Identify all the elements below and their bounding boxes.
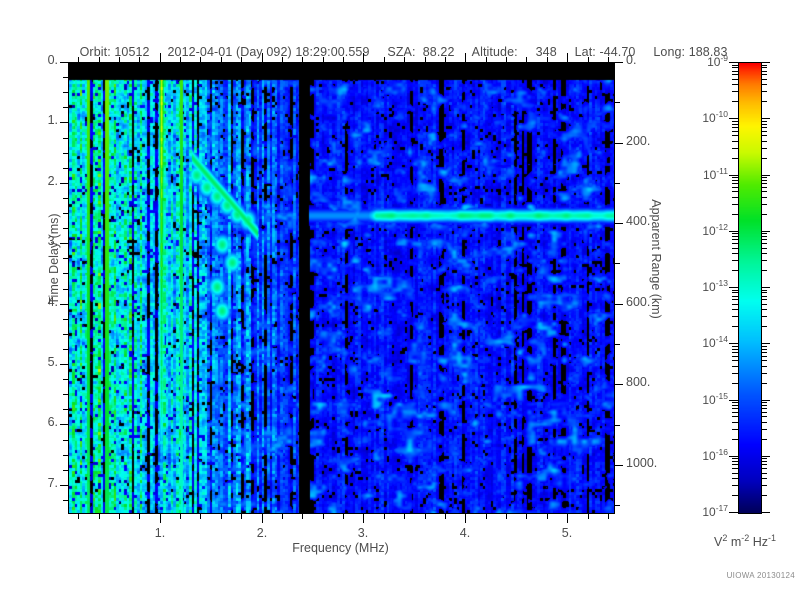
y-tick-major-left <box>60 122 68 123</box>
y-tick-major-right <box>615 304 623 305</box>
colorbar-tick-label: 10-16 <box>702 447 728 463</box>
x-tick-major <box>465 514 466 523</box>
colorbar-tick-label: 10-12 <box>702 222 728 238</box>
colorbar-tick-major <box>729 287 738 288</box>
x-tick-minor <box>139 514 140 519</box>
y-tick-major-left <box>60 243 68 244</box>
colorbar-tick-major <box>729 62 738 63</box>
colorbar-tick-major <box>761 231 770 232</box>
x-tick-minor <box>445 514 446 519</box>
x-tick-minor <box>200 514 201 519</box>
colorbar-tick-major <box>761 456 770 457</box>
colorbar-tick-label: 10-14 <box>702 334 728 350</box>
y-tick-major-left <box>60 62 68 63</box>
x-tick-minor <box>343 514 344 519</box>
x-tick-minor <box>384 514 385 519</box>
y-tick-label-right: 800. <box>626 375 651 389</box>
colorbar-tick-major <box>729 400 738 401</box>
colorbar-tick-major <box>761 175 770 176</box>
colorbar-tick-major <box>761 512 770 513</box>
plot-header: Orbit: 10512 2012-04-01 (Day 092) 18:29:… <box>0 31 800 59</box>
x-tick-minor <box>588 514 589 519</box>
y-tick-minor-right <box>615 263 620 264</box>
colorbar-tick-major <box>761 118 770 119</box>
x-tick-minor <box>221 514 222 519</box>
x-tick-major <box>567 514 568 523</box>
x-tick-label: 2. <box>256 526 268 540</box>
x-axis-title: Frequency (MHz) <box>292 541 389 555</box>
colorbar-tick-major <box>761 400 770 401</box>
y-tick-label-right: 200. <box>626 134 651 148</box>
x-tick-label: 3. <box>357 526 369 540</box>
y-tick-major-right <box>615 143 623 144</box>
y-tick-minor-right <box>615 505 620 506</box>
y-tick-major-left <box>60 485 68 486</box>
y-tick-major-left <box>60 364 68 365</box>
x-tick-minor <box>180 514 181 519</box>
x-tick-major <box>262 514 263 523</box>
x-tick-label: 4. <box>459 526 471 540</box>
colorbar <box>738 62 762 514</box>
colorbar-tick-major <box>729 343 738 344</box>
colorbar-tick-major <box>729 231 738 232</box>
y-axis-title-right: Apparent Range (km) <box>649 199 663 319</box>
colorbar-tick-major <box>729 512 738 513</box>
x-tick-minor <box>78 514 79 519</box>
colorbar-tick-major <box>729 175 738 176</box>
colorbar-tick-major <box>761 62 770 63</box>
colorbar-tick-major <box>761 343 770 344</box>
colorbar-tick-major <box>729 118 738 119</box>
x-tick-minor <box>404 514 405 519</box>
y-tick-minor-right <box>615 183 620 184</box>
y-axis-title-left: Time Delay (ms) <box>47 213 61 305</box>
x-tick-minor <box>608 514 609 519</box>
x-tick-minor <box>241 514 242 519</box>
y-tick-major-right <box>615 384 623 385</box>
colorbar-tick-label: 10-11 <box>702 166 728 182</box>
y-tick-label-left: 1. <box>47 113 58 127</box>
colorbar-gradient <box>739 63 761 513</box>
x-tick-minor <box>547 514 548 519</box>
y-tick-label-left: 7. <box>47 476 58 490</box>
colorbar-tick-label: 10-17 <box>702 503 728 519</box>
x-tick-major <box>160 514 161 523</box>
colorbar-tick-major <box>761 287 770 288</box>
x-tick-minor <box>323 514 324 519</box>
colorbar-tick-label: 10-13 <box>702 278 728 294</box>
x-tick-minor <box>99 514 100 519</box>
x-tick-minor <box>119 514 120 519</box>
colorbar-tick-label: 10-15 <box>702 391 728 407</box>
y-tick-major-right <box>615 223 623 224</box>
y-tick-minor-right <box>615 344 620 345</box>
x-tick-minor <box>486 514 487 519</box>
x-tick-label: 1. <box>154 526 166 540</box>
colorbar-tick-major <box>729 456 738 457</box>
colorbar-units: V2 m-2 Hz-1 <box>690 533 800 549</box>
header-text: Orbit: 10512 2012-04-01 (Day 092) 18:29:… <box>79 45 728 59</box>
y-tick-major-right <box>615 62 623 63</box>
y-tick-label-right: 1000. <box>626 456 658 470</box>
y-tick-minor-right <box>615 102 620 103</box>
x-tick-minor <box>425 514 426 519</box>
x-tick-major <box>363 514 364 523</box>
ionogram-plot-area <box>68 62 615 514</box>
colorbar-tick-label: 10-10 <box>702 109 728 125</box>
y-tick-minor-right <box>615 425 620 426</box>
x-tick-minor <box>282 514 283 519</box>
y-tick-major-right <box>615 465 623 466</box>
x-tick-minor <box>506 514 507 519</box>
y-tick-major-left <box>60 304 68 305</box>
colorbar-units-text: V2 m-2 Hz-1 <box>713 533 777 550</box>
ionogram-heatmap <box>69 63 614 513</box>
x-tick-minor <box>526 514 527 519</box>
x-tick-label: 5. <box>561 526 573 540</box>
footer-credit: UIOWA 20130124 <box>726 571 795 580</box>
y-tick-label-left: 6. <box>47 415 58 429</box>
y-tick-major-left <box>60 183 68 184</box>
y-tick-major-left <box>60 424 68 425</box>
x-tick-minor <box>302 514 303 519</box>
